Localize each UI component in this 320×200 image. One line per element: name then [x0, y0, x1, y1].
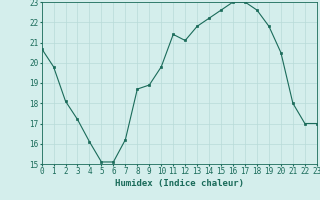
- X-axis label: Humidex (Indice chaleur): Humidex (Indice chaleur): [115, 179, 244, 188]
